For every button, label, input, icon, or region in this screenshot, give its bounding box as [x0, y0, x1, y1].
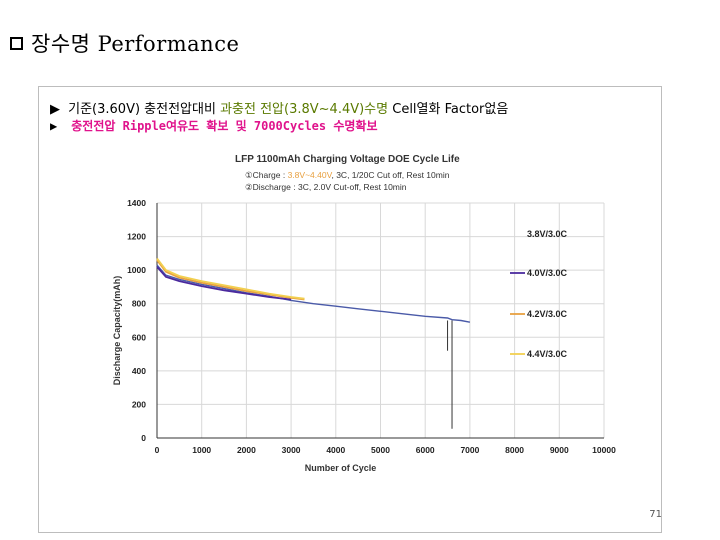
- triangle-right-icon: ▶: [50, 102, 60, 117]
- series-line-1: [156, 264, 471, 323]
- y-tick-label: 1200: [127, 232, 146, 242]
- y-tick-label: 600: [132, 332, 146, 342]
- subtitle-prefix: ②Discharge :: [245, 182, 298, 192]
- bullet-2-text: 충전전압 Ripple여유도 확보 및 7000Cycles 수명확보: [71, 119, 378, 133]
- y-tick-label: 1400: [127, 198, 146, 208]
- x-tick-label: 6000: [416, 445, 435, 455]
- y-tick-label: 800: [132, 299, 146, 309]
- bullet-1-plain: 기준(3.60V) 충전전압대비: [68, 102, 221, 117]
- legend-label-1: 3.8V/3.0C: [527, 229, 568, 239]
- x-tick-label: 0: [155, 445, 160, 455]
- subtitle-highlight: 3.8V~4.40V: [288, 170, 333, 180]
- slide-title: 장수명 Performance: [31, 32, 240, 56]
- subtitle-rest: 3C, 2.0V Cut-off, Rest 10min: [298, 182, 407, 192]
- chart-subtitle-line: ②Discharge : 3C, 2.0V Cut-off, Rest 10mi…: [245, 182, 407, 192]
- content-panel: [38, 86, 662, 533]
- y-tick-label: 0: [141, 433, 146, 443]
- y-axis-label: Discharge Capacity(mAh): [112, 276, 122, 386]
- y-tick-label: 1000: [127, 265, 146, 275]
- x-tick-label: 7000: [460, 445, 479, 455]
- bullet-1: ▶ 기준(3.60V) 충전전압대비 과충전 전압(3.8V~4.4V)수명 C…: [50, 98, 508, 117]
- bullet-1-tail: Cell열화 Factor없음: [388, 102, 509, 117]
- x-tick-label: 5000: [371, 445, 390, 455]
- x-tick-label: 4000: [326, 445, 345, 455]
- subtitle-rest: , 3C, 1/20C Cut off, Rest 10min: [331, 170, 449, 180]
- triangle-right-icon: ▶: [50, 119, 58, 133]
- x-tick-label: 1000: [192, 445, 211, 455]
- chart-subtitle-line: ①Charge : 3.8V~4.40V, 3C, 1/20C Cut off,…: [245, 170, 450, 180]
- checkbox-bullet-icon: [10, 36, 23, 50]
- x-tick-label: 3000: [282, 445, 301, 455]
- legend-label-2: 4.0V/3.0C: [527, 268, 568, 278]
- x-tick-label: 8000: [505, 445, 524, 455]
- slide-title-row: 장수명 Performance: [10, 28, 239, 58]
- bullet-2: ▶ 충전전압 Ripple여유도 확보 및 7000Cycles 수명확보: [50, 117, 378, 134]
- y-tick-label: 200: [132, 399, 146, 409]
- y-tick-label: 400: [132, 366, 146, 376]
- series-line-4: [156, 257, 305, 300]
- subtitle-prefix: ①Charge :: [245, 170, 288, 180]
- x-tick-label: 2000: [237, 445, 256, 455]
- bullet-1-highlight: 과충전 전압(3.8V~4.4V)수명: [220, 102, 389, 117]
- x-tick-label: 10000: [592, 445, 616, 455]
- legend-label-4: 4.4V/3.0C: [527, 349, 568, 359]
- x-tick-label: 9000: [550, 445, 569, 455]
- series-line-2: [156, 266, 292, 301]
- chart-title: LFP 1100mAh Charging Voltage DOE Cycle L…: [235, 154, 460, 165]
- page-number: 71: [649, 509, 662, 520]
- x-axis-label: Number of Cycle: [305, 463, 377, 473]
- legend-label-3: 4.2V/3.0C: [527, 309, 568, 319]
